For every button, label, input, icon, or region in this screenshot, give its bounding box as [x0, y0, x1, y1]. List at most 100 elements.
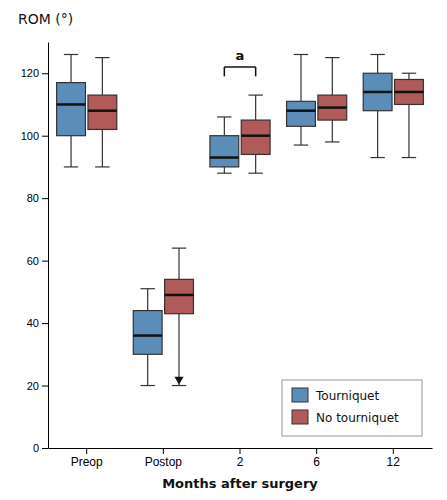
- median: [165, 294, 194, 297]
- median: [363, 91, 392, 94]
- y-tick-label: 100: [21, 130, 39, 142]
- y-tick-mark: [42, 386, 48, 387]
- cap-high: [248, 94, 262, 95]
- x-tick-mark: [240, 448, 241, 454]
- legend-frame: [282, 380, 422, 436]
- y-tick: 60: [27, 255, 48, 267]
- x-tick: Postop: [145, 448, 183, 469]
- cap-high: [95, 57, 109, 58]
- cap-low: [370, 157, 384, 158]
- cap-low: [402, 157, 416, 158]
- box-series: [57, 54, 392, 385]
- legend-label: No tourniquet: [316, 411, 399, 425]
- median: [395, 91, 424, 94]
- y-axis: 0 20 40 60 80 100 120: [21, 43, 49, 455]
- median: [241, 134, 270, 137]
- box-body: [241, 120, 270, 154]
- box: [133, 289, 162, 386]
- chart: 020406080100120PreopPostop2612aROM (°)Mo…: [0, 0, 447, 500]
- whisker-low: [178, 314, 179, 386]
- y-tick-label: 0: [33, 442, 39, 454]
- box-body: [395, 79, 424, 104]
- cap-high: [217, 116, 231, 117]
- cap-high: [140, 288, 154, 289]
- box-body: [287, 101, 316, 126]
- bracket-tick: [255, 67, 257, 76]
- box: [210, 117, 239, 173]
- legend: Tourniquet No tourniquet: [282, 380, 422, 436]
- cap-low: [172, 385, 186, 386]
- median: [88, 109, 117, 112]
- x-tick-mark: [163, 448, 164, 454]
- x-tick-label: Preop: [71, 455, 103, 469]
- y-tick-label: 80: [27, 192, 39, 204]
- cap-low: [248, 173, 262, 174]
- legend-item: No tourniquet: [292, 410, 399, 425]
- whisker-high: [224, 117, 225, 136]
- y-tick-label: 40: [27, 317, 39, 329]
- x-tick: 6: [313, 448, 320, 469]
- cap-high: [294, 54, 308, 55]
- x-tick-label: 6: [313, 455, 320, 469]
- x-tick: 2: [237, 448, 244, 469]
- median: [318, 106, 347, 109]
- y-tick: 100: [21, 130, 48, 142]
- box: [57, 54, 86, 166]
- box: [165, 248, 194, 385]
- whisker-high: [70, 54, 71, 82]
- plot-area: [57, 54, 424, 385]
- y-tick: 40: [27, 317, 48, 329]
- whisker-low: [408, 104, 409, 157]
- box-body: [133, 311, 162, 355]
- legend-item: Tourniquet: [292, 388, 380, 403]
- cap-low: [64, 166, 78, 167]
- box-body: [165, 279, 194, 313]
- x-tick-label: Postop: [145, 455, 183, 469]
- cap-low: [95, 166, 109, 167]
- whisker-low: [102, 129, 103, 166]
- y-tick: 120: [21, 67, 48, 79]
- box-body: [210, 136, 239, 167]
- cap-low: [325, 141, 339, 142]
- whisker-high: [377, 54, 378, 73]
- cap-high: [402, 73, 416, 74]
- y-tick-mark: [42, 136, 48, 137]
- y-axis-line: [48, 43, 49, 449]
- x-axis: Preop Postop 2 6 12: [49, 448, 433, 469]
- box: [363, 54, 392, 157]
- cap-low: [294, 144, 308, 145]
- title: ROM (°): [18, 11, 73, 27]
- box-body: [88, 95, 117, 129]
- whisker-high: [408, 73, 409, 79]
- box: [395, 73, 424, 157]
- x-tick: 12: [387, 448, 401, 469]
- whisker-high: [255, 95, 256, 120]
- whisker-high: [102, 58, 103, 95]
- flier: [174, 377, 183, 385]
- y-tick: 20: [27, 380, 48, 392]
- cap-high: [172, 248, 186, 249]
- y-tick-mark: [42, 448, 48, 449]
- x-tick-label: 12: [387, 455, 401, 469]
- whisker-low: [255, 154, 256, 173]
- box-body: [57, 83, 86, 136]
- bracket-bar: [224, 66, 255, 68]
- annotation-labels: a: [236, 48, 245, 63]
- y-tick: 80: [27, 192, 48, 204]
- cap-low: [217, 173, 231, 174]
- annotations: [224, 67, 255, 76]
- bracket-tick: [224, 67, 226, 76]
- annotation-label: a: [236, 48, 245, 63]
- box-body: [318, 95, 347, 120]
- y-tick-mark: [42, 323, 48, 324]
- x-tick-mark: [316, 448, 317, 454]
- median: [210, 156, 239, 159]
- box: [287, 54, 316, 145]
- x-tick-label: 2: [237, 455, 244, 469]
- whisker-high: [332, 58, 333, 95]
- box: [241, 95, 270, 173]
- cap-high: [325, 57, 339, 58]
- box: [88, 58, 117, 167]
- legend-swatch: [292, 388, 308, 402]
- whisker-low: [300, 126, 301, 145]
